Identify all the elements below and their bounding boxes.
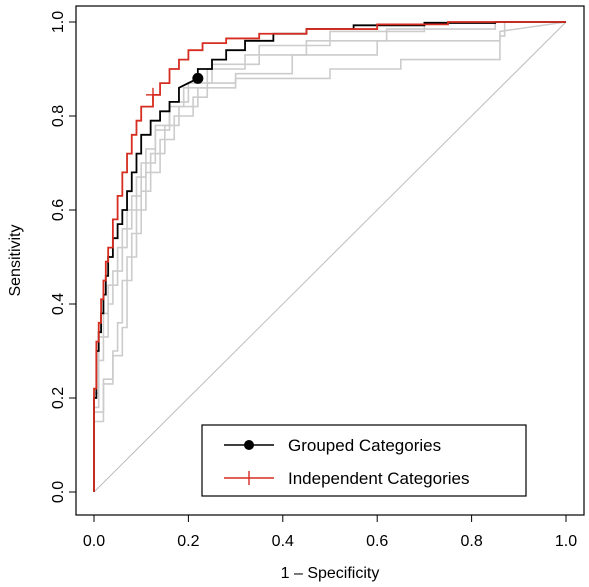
x-tick-label: 0.6 [366,533,388,550]
y-tick-label: 1.0 [50,11,67,33]
series-line-gray-5 [93,21,566,492]
x-tick-label: 0.2 [177,533,199,550]
y-axis-title: Sensitivity [7,224,24,296]
y-tick-label: 0.6 [50,199,67,221]
y-tick-label: 0.4 [50,293,67,315]
x-tick-label: 0.8 [460,533,482,550]
y-tick-label: 0.8 [50,105,67,127]
reference-diagonal-line [93,21,567,493]
grouped-categories-marker [192,72,204,84]
y-tick-label: 0.2 [50,387,67,409]
x-tick-label: 1.0 [555,533,577,550]
legend-label: Grouped Categories [288,436,441,455]
series-line-gray-4 [93,21,566,492]
legend-entries: Grouped Categories Independent Categories [224,436,469,488]
y-tick-label: 0.0 [50,481,67,503]
series-line-independent-categories [93,21,566,492]
series-markers [146,72,204,102]
x-tick-label: 0.4 [272,533,294,550]
legend-box [201,424,527,497]
legend-marker-circle [244,440,254,450]
series-lines [93,21,567,492]
axes: 0.0 0.2 0.4 0.6 0.8 1.0 0.0 0.2 0.4 0.6 0.8 1.0 [50,11,577,550]
plot-background [93,21,567,493]
legend: Grouped Categories Independent Categories [201,424,527,497]
x-axis-title: 1 – Specificity [281,565,380,582]
x-tick-label: 0.0 [83,533,105,550]
legend-label: Independent Categories [288,469,469,488]
